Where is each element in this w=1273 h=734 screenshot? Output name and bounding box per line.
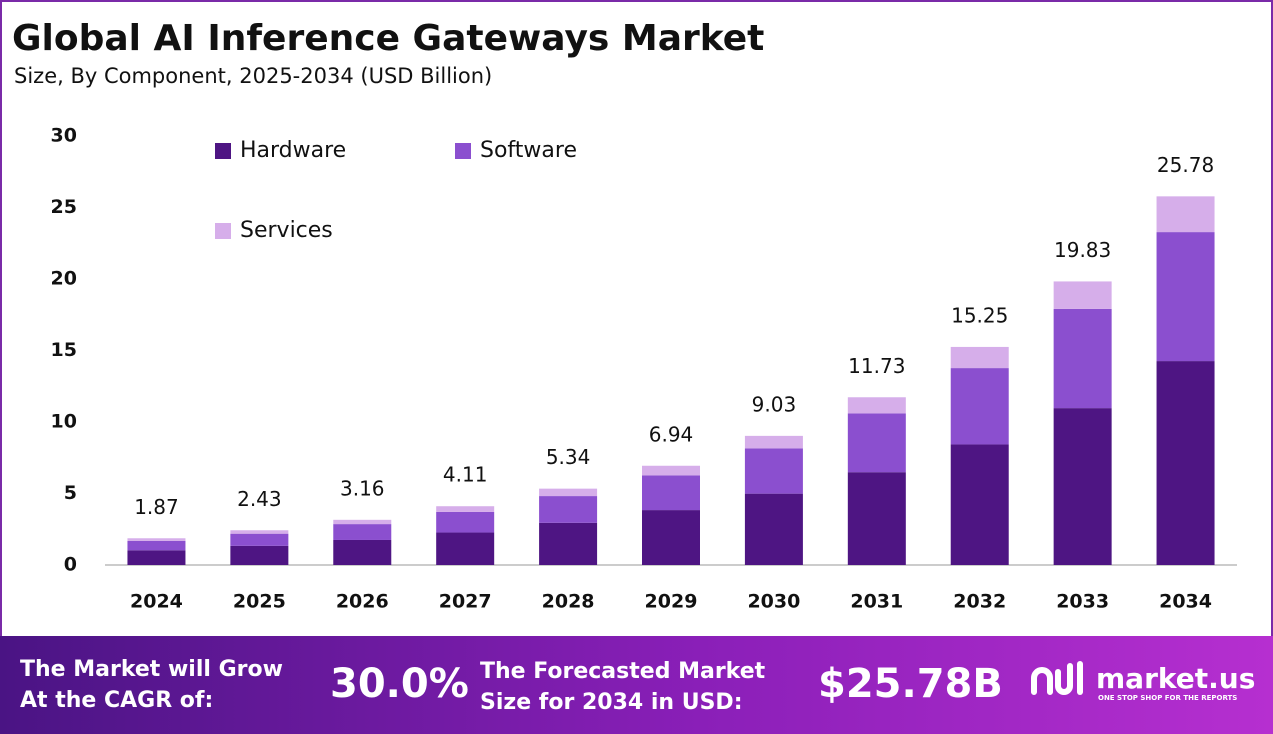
bar-segment [642,475,700,511]
bar-segment [744,448,803,494]
bar-segment [230,533,289,546]
y-tick-label: 15 [51,339,77,361]
legend-label: Hardware [240,138,346,163]
bar-segment [642,510,700,565]
bar-segment [436,506,495,512]
bar-segment [230,530,289,534]
legend-label: Services [240,218,333,243]
footer-forecast-text: Size for 2034 in USD: [480,690,743,715]
bar-segment [744,493,803,565]
x-tick-label: 2025 [233,591,286,613]
bar-segment [1156,361,1215,565]
x-tick-label: 2032 [953,591,1006,613]
bar-segment [127,538,186,541]
legend-label: Software [480,138,577,163]
y-tick-label: 25 [51,196,77,218]
x-tick-label: 2030 [747,591,800,613]
x-tick-label: 2029 [645,591,698,613]
y-tick-label: 20 [51,268,77,290]
bar-segment [539,488,598,497]
total-label: 2.43 [237,487,282,511]
footer-tagline: ONE STOP SHOP FOR THE REPORTS [1098,694,1237,702]
x-tick-label: 2031 [850,591,903,613]
bar-segment [642,465,700,476]
bar-segment [847,397,906,414]
total-label: 5.34 [546,445,591,469]
footer-cagr-text: At the CAGR of: [20,688,213,713]
bar-segment [847,472,906,565]
bar-segment [950,368,1009,445]
footer-forecast-text: The Forecasted Market [480,659,766,684]
bar-segment [539,522,598,565]
footer-cagr-value: 30.0% [330,661,469,707]
bar-segment [436,511,495,533]
total-label: 4.11 [443,463,488,487]
bar-segment [950,346,1009,369]
bar-segment [1053,281,1112,309]
bar-segment [1156,232,1215,362]
y-tick-label: 5 [64,482,77,504]
chart-title: Global AI Inference Gateways Market [12,18,764,59]
total-label: 19.83 [1054,238,1111,262]
total-label: 6.94 [649,422,694,446]
chart-subtitle: Size, By Component, 2025-2034 (USD Billi… [14,64,492,88]
total-label: 9.03 [752,392,797,416]
bar-segment [333,519,392,525]
bar-segment [1053,408,1112,565]
legend-swatch [455,143,471,159]
x-tick-label: 2027 [439,591,492,613]
x-tick-label: 2028 [542,591,595,613]
x-tick-label: 2024 [130,591,183,613]
bar-segment [127,550,186,565]
total-label: 3.16 [340,476,385,500]
y-tick-label: 10 [51,411,77,433]
x-tick-label: 2033 [1056,591,1109,613]
total-label: 11.73 [848,354,905,378]
bar-segment [539,496,598,523]
bar-segment [333,524,392,540]
brand-logo [1031,661,1083,695]
y-tick-label: 0 [64,554,77,576]
bar-segment [1053,308,1112,409]
bar-segment [950,444,1009,565]
x-tick-label: 2026 [336,591,389,613]
total-label: 1.87 [134,495,179,519]
bar-segment [333,539,392,565]
bar-segment [127,540,186,551]
bar-segment [744,435,803,449]
y-tick-label: 30 [51,125,77,147]
bar-segment [847,413,906,473]
footer-cagr-text: The Market will Grow [20,657,283,682]
footer-forecast-value: $25.78B [818,661,1003,707]
footer-brand: market.us [1096,662,1255,695]
bar-segment [230,545,289,565]
total-label: 25.78 [1157,153,1214,177]
legend-swatch [215,223,231,239]
x-tick-label: 2034 [1159,591,1212,613]
bar-segment [436,532,495,565]
legend-swatch [215,143,231,159]
bar-segment [1156,196,1215,233]
total-label: 15.25 [951,303,1008,327]
